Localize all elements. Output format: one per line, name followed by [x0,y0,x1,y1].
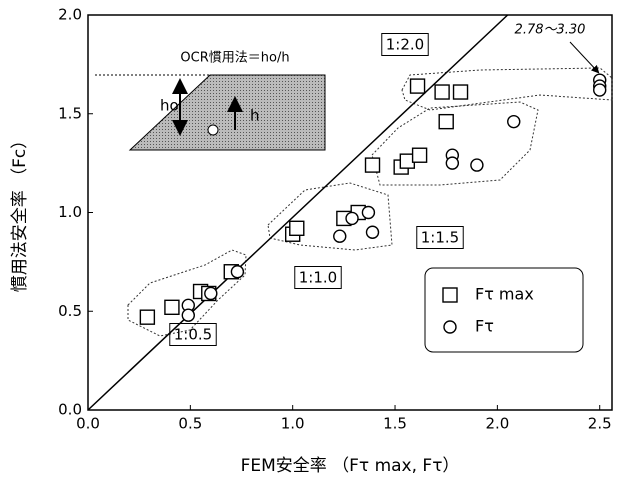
point [446,157,458,169]
point [367,226,379,238]
point [290,221,304,235]
y-axis-label: 慣用法安全率 （Fc） [10,132,30,293]
point [435,85,449,99]
inset-formula: OCR慣用法＝ho/h [180,50,289,66]
point [140,310,154,324]
legend [425,268,583,352]
inset-label: h [250,107,260,125]
point [346,212,358,224]
legend-label: Fτ [475,317,494,336]
legend-marker [443,288,457,302]
x-tick-label: 2.5 [588,415,612,433]
inset-label: ho [160,97,179,115]
point [334,230,346,242]
annotation: 2.78～3.30 [515,23,586,38]
y-tick-label: 2.0 [58,6,82,24]
annotation: 1:0.5 [174,326,212,344]
annotation-arrow [570,42,598,72]
group-region [402,68,612,110]
annotation: 1:1.5 [421,229,459,247]
x-tick-label: 2.0 [485,415,509,433]
point [366,158,380,172]
point [205,287,217,299]
y-tick-label: 0.0 [58,401,82,419]
y-tick-label: 1.5 [58,104,82,122]
point [508,116,520,128]
inset: OCR慣用法＝ho/h ho h [95,50,325,151]
point [182,309,194,321]
legend-marker [444,321,456,333]
slip-center [208,125,218,135]
y-tick-label: 1.0 [58,203,82,221]
point [413,148,427,162]
x-tick-label: 1.0 [281,415,305,433]
y-tick-label: 0.5 [58,302,82,320]
annotation: 1:2.0 [386,36,424,54]
point [471,159,483,171]
point [439,115,453,129]
x-axis-label: FEM安全率 （Fτ max, Fτ） [241,456,460,476]
x-tick-label: 0.5 [178,415,202,433]
annotation: 1:1.0 [299,269,337,287]
point [231,266,243,278]
point [454,85,468,99]
point [362,207,374,219]
x-tick-label: 1.5 [383,415,407,433]
point [594,84,606,96]
point [411,79,425,93]
point [165,300,179,314]
chart: OCR慣用法＝ho/h ho h FEM安全率 （Fτ max, Fτ） 慣用法… [0,0,624,479]
legend-label: Fτ max [475,285,534,304]
